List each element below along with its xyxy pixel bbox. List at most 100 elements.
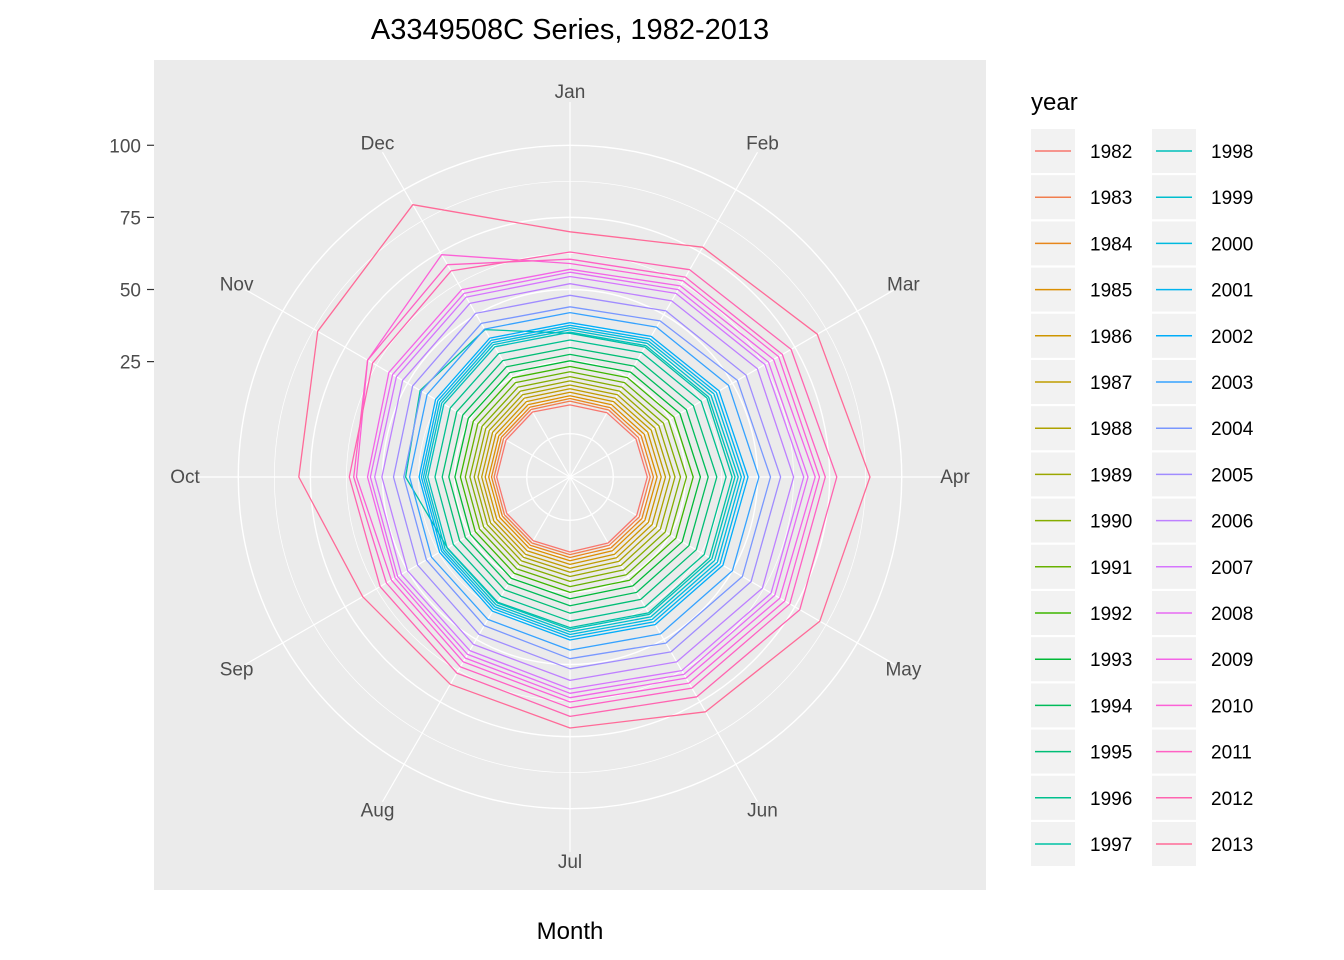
series-line-1998 — [427, 331, 736, 630]
legend-item-2003: 2003 — [1152, 360, 1253, 404]
month-label-sep: Sep — [220, 660, 254, 681]
legend-item-1985: 1985 — [1031, 267, 1132, 312]
legend-label: 1982 — [1090, 142, 1132, 163]
grid-circle — [526, 433, 614, 521]
legend-label: 2013 — [1211, 835, 1253, 856]
legend-title: year — [1031, 89, 1078, 116]
series-line-2011 — [353, 258, 826, 709]
series-line-1990 — [469, 375, 682, 583]
chart-title: A3349508C Series, 1982-2013 — [371, 14, 769, 46]
legend-item-1994: 1994 — [1031, 683, 1133, 728]
legend-item-2009: 2009 — [1152, 637, 1253, 682]
series-line-2006 — [381, 283, 795, 682]
legend-item-1991: 1991 — [1031, 544, 1132, 589]
r-tick-label: 75 — [120, 208, 141, 229]
legend-label: 1993 — [1090, 650, 1132, 671]
series-line-1997 — [404, 328, 733, 629]
month-label-apr: Apr — [940, 467, 970, 488]
legend-label: 1988 — [1090, 419, 1132, 440]
legend-label: 2007 — [1211, 558, 1253, 579]
legend-label: 2004 — [1211, 419, 1254, 440]
legend-item-2011: 2011 — [1152, 729, 1252, 774]
series-line-1993 — [454, 360, 702, 600]
series-line-2005 — [392, 294, 782, 670]
series-line-2009 — [366, 268, 816, 699]
series-line-2012 — [348, 251, 838, 718]
legend-items: 1982 1983 1984 1985 1986 1987 1988 1989 1990 1991… — [1031, 129, 1254, 866]
legend-label: 1986 — [1090, 327, 1132, 348]
legend-item-2001: 2001 — [1152, 267, 1253, 312]
legend-item-1992: 1992 — [1031, 591, 1132, 635]
r-tick-label: 50 — [120, 281, 141, 302]
legend-label: 1983 — [1090, 188, 1132, 209]
month-label-may: May — [885, 660, 921, 681]
legend-item-2012: 2012 — [1152, 775, 1253, 820]
legend-label: 2006 — [1211, 512, 1253, 533]
series-line-1996 — [434, 339, 727, 622]
legend-item-1983: 1983 — [1031, 175, 1132, 220]
legend-label: 2005 — [1211, 465, 1253, 486]
month-label-jul: Jul — [558, 852, 582, 873]
grid-circle — [490, 397, 650, 557]
legend-item-1996: 1996 — [1031, 775, 1132, 820]
series-line-2013 — [298, 204, 871, 729]
legend-label: 2008 — [1211, 604, 1253, 625]
r-tick-label: 25 — [120, 353, 141, 374]
legend-item-2005: 2005 — [1152, 452, 1253, 497]
legend-label: 1992 — [1090, 604, 1132, 625]
legend-item-2013: 2013 — [1152, 822, 1253, 866]
legend-label: 1998 — [1211, 142, 1253, 163]
legend: year 1982 1983 1984 1985 1986 1987 1988 1989 199… — [1031, 89, 1254, 866]
series-line-1995 — [441, 346, 718, 614]
month-label-oct: Oct — [170, 467, 200, 488]
legend-item-1990: 1990 — [1031, 498, 1132, 543]
legend-label: 1990 — [1090, 512, 1132, 533]
series-line-1991 — [464, 371, 688, 588]
series-line-1988 — [477, 384, 671, 573]
legend-label: 1984 — [1090, 234, 1133, 255]
legend-label: 1989 — [1090, 465, 1132, 486]
legend-item-2006: 2006 — [1152, 498, 1253, 543]
series-line-2008 — [369, 271, 809, 694]
legend-label: 2001 — [1211, 281, 1253, 302]
series-line-2000 — [422, 326, 742, 636]
legend-label: 2010 — [1211, 696, 1253, 717]
legend-label: 1991 — [1090, 558, 1132, 579]
series-line-2004 — [403, 306, 772, 660]
series-line-2007 — [374, 275, 805, 690]
series-line-1987 — [481, 388, 667, 569]
legend-item-1997: 1997 — [1031, 822, 1132, 866]
series-line-1986 — [484, 391, 662, 566]
month-label-mar: Mar — [887, 275, 920, 296]
legend-item-1999: 1999 — [1152, 175, 1253, 220]
series-line-1992 — [459, 365, 694, 594]
legend-item-1987: 1987 — [1031, 360, 1132, 404]
legend-item-1989: 1989 — [1031, 452, 1132, 497]
legend-label: 1995 — [1090, 743, 1132, 764]
legend-label: 2000 — [1211, 234, 1253, 255]
r-tick-label: 100 — [109, 136, 141, 157]
series-line-1999 — [424, 329, 739, 633]
legend-item-2002: 2002 — [1152, 313, 1253, 358]
radial-axis: 25 50 75 100 — [109, 136, 154, 374]
grid-circle — [309, 216, 831, 738]
legend-label: 1999 — [1211, 188, 1253, 209]
legend-label: 1994 — [1090, 696, 1133, 717]
series-line-1982 — [496, 404, 648, 553]
legend-label: 2009 — [1211, 650, 1253, 671]
month-label-nov: Nov — [220, 275, 254, 296]
legend-item-2004: 2004 — [1152, 406, 1254, 451]
legend-label: 1997 — [1090, 835, 1132, 856]
grid-circle — [237, 144, 903, 810]
series-layer — [298, 204, 871, 729]
month-label-feb: Feb — [746, 134, 779, 155]
grid-circle — [273, 180, 867, 774]
series-line-2003 — [408, 311, 760, 651]
series-line-2001 — [420, 324, 746, 638]
legend-label: 2003 — [1211, 373, 1253, 394]
month-labels: Jan Feb Mar Apr May Jun Jul Aug Sep Oct Nov Dec — [170, 82, 970, 873]
x-axis-title: Month — [537, 918, 604, 945]
legend-label: 1985 — [1090, 281, 1132, 302]
